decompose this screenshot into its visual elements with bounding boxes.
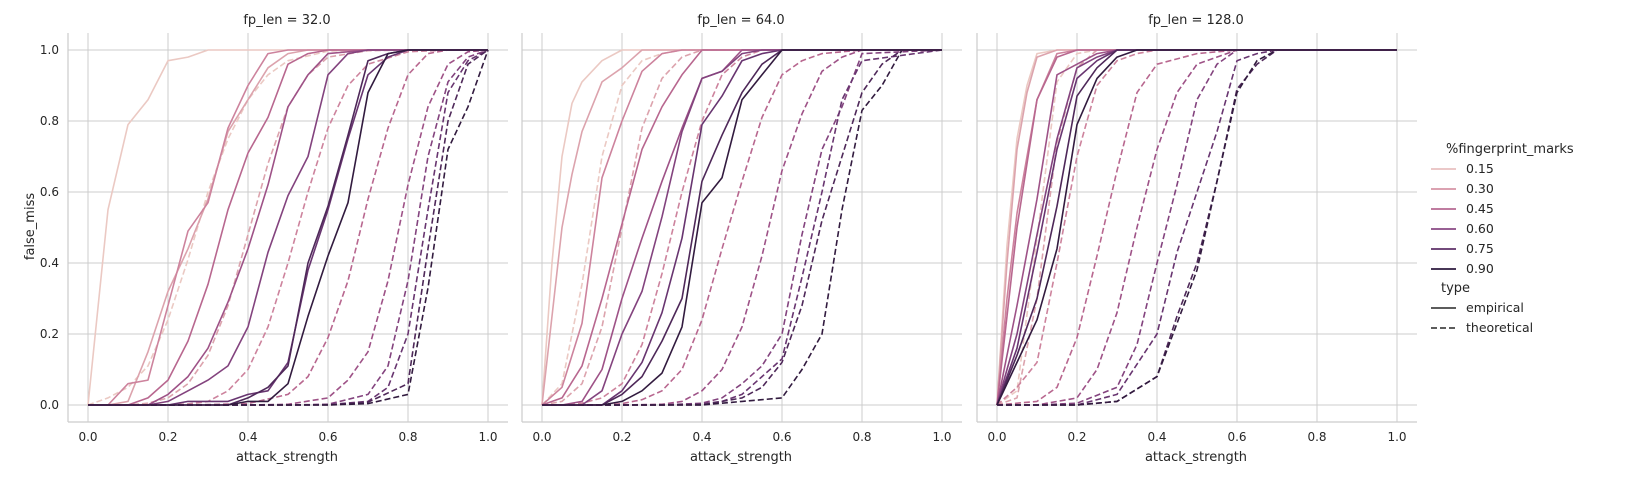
theoretical-series-line [541, 49, 942, 406]
empirical-series-line [996, 49, 1397, 406]
legend-label: 0.30 [1466, 181, 1494, 196]
y-axis-label: false_miss [23, 193, 38, 260]
empirical-series-line [996, 49, 1397, 406]
empirical-series-line [542, 49, 942, 406]
empirical-series-line [88, 49, 488, 406]
theoretical-series-line [541, 49, 942, 406]
theoretical-series-line [542, 49, 943, 406]
theoretical-series-line [996, 49, 1397, 406]
empirical-series-line [541, 49, 942, 406]
x-tick-label: 0.6 [772, 430, 791, 444]
y-tick-label: 0.0 [40, 398, 59, 412]
theoretical-series-line [542, 49, 942, 406]
x-tick-label: 0.6 [318, 430, 337, 444]
empirical-series-line [541, 49, 942, 406]
empirical-series-line [996, 49, 1397, 406]
x-tick-label: 0.2 [612, 430, 631, 444]
x-tick-label: 0.2 [1067, 430, 1086, 444]
y-tick-label: 0.6 [40, 185, 59, 199]
theoretical-series-line [88, 49, 489, 406]
x-axis-label: attack_strength [690, 450, 792, 465]
y-tick-label: 0.4 [40, 256, 59, 270]
empirical-series-line [996, 49, 1397, 406]
legend-label: theoretical [1466, 320, 1533, 335]
x-tick-label: 0.6 [1227, 430, 1246, 444]
empirical-series-line [541, 49, 942, 406]
y-tick-label: 1.0 [40, 43, 59, 57]
theoretical-series-line [996, 49, 1397, 406]
legend-label: 0.60 [1466, 221, 1494, 236]
x-tick-label: 1.0 [932, 430, 951, 444]
x-tick-label: 0.4 [1147, 430, 1166, 444]
facet-panel-1: 0.0 0.2 0.4 0.6 0.8 1.0 0.0 0.2 0.4 0.6 0.8 1.0 fals… [23, 13, 508, 465]
x-tick-label: 0.0 [532, 430, 551, 444]
legend-label: 0.45 [1466, 201, 1494, 216]
legend-label: 0.90 [1466, 261, 1494, 276]
theoretical-series-line [997, 49, 1397, 406]
theoretical-series-line [997, 49, 1397, 406]
empirical-series-line [542, 49, 942, 406]
legend-label: 0.15 [1466, 161, 1494, 176]
theoretical-series-line [996, 49, 1397, 406]
x-tick-label: 0.2 [158, 430, 177, 444]
facet-title: fp_len = 64.0 [697, 13, 784, 28]
x-tick-label: 0.8 [852, 430, 871, 444]
facet-panel-2: 0.0 0.2 0.4 0.6 0.8 1.0 attack_strength fp_len … [521, 13, 962, 465]
theoretical-series-line [996, 49, 1397, 406]
facet-title: fp_len = 128.0 [1148, 13, 1244, 28]
empirical-series-line [88, 49, 488, 406]
facet-title: fp_len = 32.0 [243, 13, 330, 28]
x-tick-label: 0.8 [1307, 430, 1326, 444]
theoretical-series-line [997, 49, 1397, 406]
x-tick-label: 0.0 [987, 430, 1006, 444]
theoretical-series-line [997, 49, 1397, 406]
theoretical-series-line [542, 49, 942, 406]
empirical-series-line [996, 49, 1397, 406]
x-tick-label: 1.0 [1387, 430, 1406, 444]
theoretical-series-line [997, 49, 1397, 406]
x-tick-label: 0.0 [78, 430, 97, 444]
x-tick-label: 0.4 [238, 430, 257, 444]
empirical-series-line [996, 49, 1397, 406]
theoretical-series-line [542, 49, 942, 406]
empirical-series-line [996, 49, 1397, 406]
x-axis-label: attack_strength [1145, 450, 1247, 465]
legend-label: 0.75 [1466, 241, 1494, 256]
theoretical-series-line [542, 49, 942, 406]
theoretical-series-line [542, 49, 943, 406]
legend-title-style: type [1441, 281, 1470, 296]
x-tick-label: 0.4 [692, 430, 711, 444]
empirical-series-line [996, 49, 1397, 406]
x-axis-label: attack_strength [236, 450, 338, 465]
y-tick-label: 0.8 [40, 114, 59, 128]
legend: %fingerprint_marks 0.15 0.30 0.45 0.60 0.75 0.… [1431, 142, 1574, 335]
empirical-series-line [996, 49, 1397, 406]
facet-panel-3: 0.0 0.2 0.4 0.6 0.8 1.0 attack_strength fp_len … [976, 13, 1417, 465]
x-tick-label: 1.0 [478, 430, 497, 444]
empirical-series-line [541, 49, 942, 406]
y-tick-label: 0.2 [40, 327, 59, 341]
empirical-series-line [542, 49, 942, 406]
legend-label: empirical [1466, 300, 1524, 315]
legend-title-hue: %fingerprint_marks [1446, 142, 1574, 157]
empirical-series-line [542, 49, 942, 406]
theoretical-series-line [542, 49, 942, 406]
empirical-series-line [542, 49, 942, 406]
x-tick-label: 0.8 [398, 430, 417, 444]
